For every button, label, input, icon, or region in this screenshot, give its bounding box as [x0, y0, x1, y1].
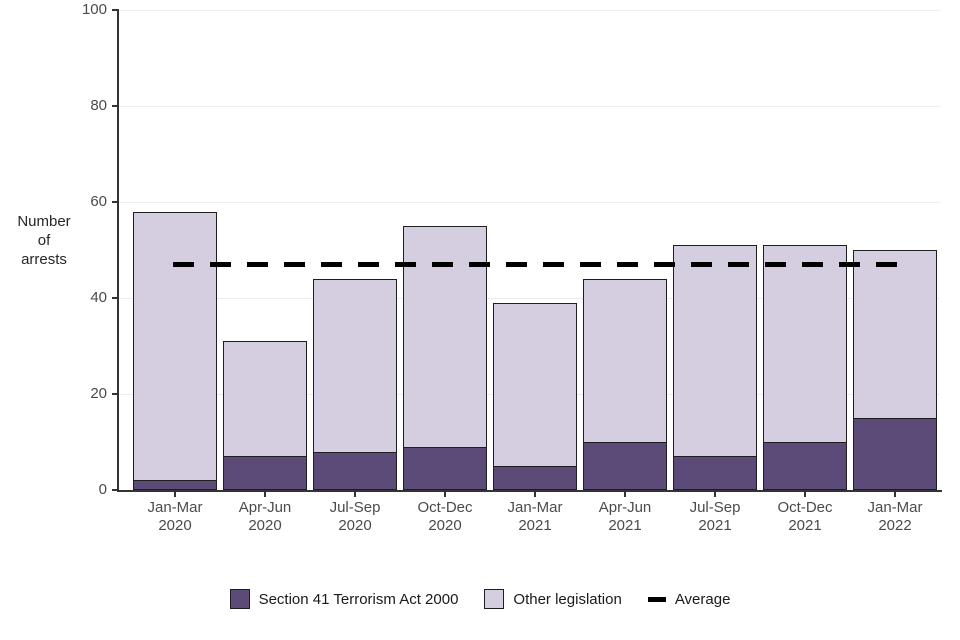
x-tick-label-7: Oct-Dec 2021 — [760, 499, 850, 535]
gridline-80 — [119, 105, 940, 107]
legend-item-section41: Section 41 Terrorism Act 2000 — [229, 589, 459, 609]
x-tick-label-quarter: Jul-Sep — [689, 499, 741, 516]
x-tick-label-quarter: Jan-Mar — [147, 499, 203, 516]
bar-other-legislation-1 — [223, 341, 307, 458]
gridline-100 — [119, 9, 940, 11]
bar-other-legislation-5 — [583, 278, 667, 444]
legend-label-section41: Section 41 Terrorism Act 2000 — [258, 590, 459, 608]
y-tick-100 — [112, 9, 118, 11]
y-axis-title-line: arrests — [21, 251, 67, 268]
x-tick-label-quarter: Apr-Jun — [238, 499, 292, 516]
y-tick-60 — [112, 201, 118, 203]
x-tick-0 — [174, 491, 176, 497]
x-tick-label-quarter: Jul-Sep — [329, 499, 381, 516]
x-tick-label-2: Jul-Sep 2020 — [310, 499, 400, 535]
y-tick-label-0: 0 — [98, 481, 107, 498]
bar-other-legislation-4 — [493, 302, 577, 468]
bar-section41-6 — [673, 456, 757, 490]
y-axis-title-line: Number — [17, 213, 71, 230]
x-tick-label-year: 2022 — [878, 517, 912, 534]
bar-other-legislation-3 — [403, 226, 487, 449]
bar-section41-7 — [763, 442, 847, 490]
legend-label-average: Average — [674, 590, 731, 608]
y-tick-label-20: 20 — [90, 385, 107, 402]
y-tick-label-60: 60 — [90, 193, 107, 210]
legend-item-average: Average — [647, 590, 731, 608]
bar-section41-8 — [853, 418, 937, 490]
x-tick-label-8: Jan-Mar 2022 — [850, 499, 940, 535]
x-tick-3 — [444, 491, 446, 497]
x-tick-label-6: Jul-Sep 2021 — [670, 499, 760, 535]
x-tick-label-year: 2021 — [698, 517, 732, 534]
legend-item-other-legislation: Other legislation — [484, 589, 622, 609]
x-tick-label-1: Apr-Jun 2020 — [220, 499, 310, 535]
y-axis-line — [117, 9, 119, 492]
bar-section41-2 — [313, 451, 397, 490]
bar-section41-1 — [223, 456, 307, 490]
gridline-40 — [119, 297, 940, 299]
bar-section41-5 — [583, 442, 667, 490]
y-tick-label-40: 40 — [90, 289, 107, 306]
x-tick-label-quarter: Jan-Mar — [867, 499, 923, 516]
x-tick-label-3: Oct-Dec 2020 — [400, 499, 490, 535]
x-tick-6 — [714, 491, 716, 497]
x-tick-label-year: 2020 — [338, 517, 372, 534]
x-tick-7 — [804, 491, 806, 497]
average-line — [173, 261, 898, 267]
bar-section41-3 — [403, 446, 487, 490]
gridline-60 — [119, 201, 940, 203]
x-tick-label-quarter: Jan-Mar — [507, 499, 563, 516]
y-tick-40 — [112, 297, 118, 299]
x-tick-label-year: 2021 — [788, 517, 822, 534]
y-axis-title: Number of arrests — [4, 212, 84, 269]
y-tick-label-100: 100 — [81, 1, 107, 18]
other-legislation-swatch-icon — [484, 589, 505, 609]
bar-other-legislation-7 — [763, 245, 847, 444]
x-tick-label-5: Apr-Jun 2021 — [580, 499, 670, 535]
x-tick-8 — [894, 491, 896, 497]
y-axis-title-line: of — [37, 232, 51, 249]
x-tick-label-quarter: Oct-Dec — [777, 499, 833, 516]
bar-other-legislation-2 — [313, 278, 397, 454]
bar-other-legislation-0 — [133, 211, 217, 482]
bar-other-legislation-8 — [853, 250, 937, 420]
x-tick-label-year: 2021 — [608, 517, 642, 534]
x-tick-label-year: 2020 — [248, 517, 282, 534]
x-tick-label-year: 2021 — [518, 517, 552, 534]
x-tick-label-quarter: Oct-Dec — [417, 499, 473, 516]
x-tick-label-4: Jan-Mar 2021 — [490, 499, 580, 535]
x-tick-label-year: 2020 — [158, 517, 192, 534]
x-axis-line — [117, 490, 942, 492]
bar-section41-4 — [493, 466, 577, 490]
y-tick-20 — [112, 393, 118, 395]
y-tick-label-80: 80 — [90, 97, 107, 114]
x-tick-5 — [624, 491, 626, 497]
section41-swatch-icon — [229, 589, 250, 609]
legend-label-other-legislation: Other legislation — [513, 590, 622, 608]
y-tick-0 — [112, 489, 118, 491]
x-tick-label-year: 2020 — [428, 517, 462, 534]
x-tick-label-quarter: Apr-Jun — [598, 499, 652, 516]
legend: Section 41 Terrorism Act 2000 Other legi… — [0, 589, 960, 609]
x-tick-2 — [354, 491, 356, 497]
bar-other-legislation-6 — [673, 245, 757, 458]
x-tick-1 — [264, 491, 266, 497]
bar-section41-0 — [133, 480, 217, 490]
y-tick-80 — [112, 105, 118, 107]
average-dash-icon — [647, 596, 666, 602]
x-tick-label-0: Jan-Mar 2020 — [130, 499, 220, 535]
x-tick-4 — [534, 491, 536, 497]
